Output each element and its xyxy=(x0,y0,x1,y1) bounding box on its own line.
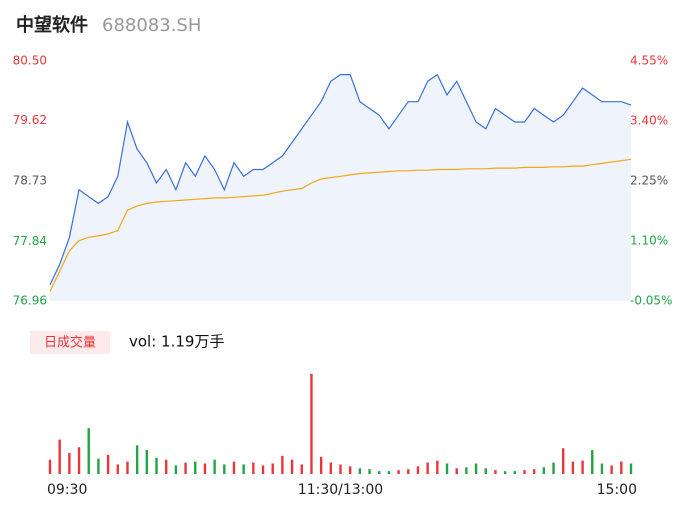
volume-bar xyxy=(368,469,371,474)
y-tick-label: 76.96 xyxy=(13,294,47,308)
volume-bar xyxy=(77,447,81,474)
volume-bar xyxy=(145,450,149,474)
volume-bar xyxy=(213,459,216,474)
line-average xyxy=(49,158,632,292)
y-tick-label: 77.84 xyxy=(13,234,47,248)
volume-bar xyxy=(252,462,255,474)
volume-bar xyxy=(242,464,245,474)
y2-tick-label: 1.10% xyxy=(630,234,668,248)
volume-bar xyxy=(300,464,303,474)
volume-bar xyxy=(610,465,613,474)
volume-bar xyxy=(581,460,584,474)
y-tick-label: 79.62 xyxy=(13,113,47,127)
volume-bar xyxy=(126,461,129,474)
volume-bar xyxy=(503,471,507,474)
volume-bar xyxy=(591,450,594,474)
volume-bar xyxy=(194,461,197,474)
volume-bar xyxy=(397,470,400,474)
y2-tick-label: 3.40% xyxy=(630,114,668,128)
subtitle: 688083.SH xyxy=(102,15,201,36)
x-tick-label: 11:30/13:00 xyxy=(298,482,383,498)
volume-bar xyxy=(562,448,565,474)
volume-bar xyxy=(455,468,458,474)
volume-bar xyxy=(290,459,294,474)
volume-bar xyxy=(542,467,546,474)
volume-bar xyxy=(465,467,468,474)
volume-bar xyxy=(310,373,313,474)
y2-tick-label: 4.55% xyxy=(630,54,668,68)
volume-bar xyxy=(87,428,90,474)
volume-bar xyxy=(629,463,633,474)
volume-bar xyxy=(494,470,497,474)
volume-bar xyxy=(358,468,362,474)
volume-bar xyxy=(58,439,61,474)
volume-bar xyxy=(387,471,391,474)
volume-bar xyxy=(445,463,449,474)
volume-bar xyxy=(378,471,381,474)
volume-bar xyxy=(407,469,410,474)
volume-bar xyxy=(155,457,158,474)
volume-bar xyxy=(436,460,439,474)
volume-bar xyxy=(261,465,265,474)
volume-bar xyxy=(97,458,100,474)
volume-bar xyxy=(106,454,110,474)
volume-bar xyxy=(474,463,478,474)
line-price xyxy=(49,73,632,285)
volume-bar xyxy=(552,462,555,474)
volume-bar xyxy=(348,466,352,474)
y2-tick-label: 2.25% xyxy=(630,174,668,188)
volume-bar xyxy=(339,464,342,474)
volume-bar xyxy=(116,464,119,474)
volume-bar xyxy=(329,462,333,474)
volume-badge xyxy=(30,331,110,354)
volume-bar xyxy=(532,469,536,474)
volume-bar xyxy=(165,459,168,474)
x-tick-label: 15:00 xyxy=(597,482,637,498)
y-tick-label: 80.50 xyxy=(13,54,47,68)
price-area xyxy=(50,74,631,301)
y-tick-label: 78.73 xyxy=(13,174,47,188)
volume-bar xyxy=(48,459,52,474)
volume-bar xyxy=(571,461,575,474)
volume-bar xyxy=(600,463,604,474)
volume-bar xyxy=(484,468,487,474)
title: 中望软件 xyxy=(16,14,88,36)
volume-bar xyxy=(426,462,429,474)
x-tick-label: 09:30 xyxy=(47,482,87,498)
volume-bar xyxy=(232,461,236,474)
volume-bar xyxy=(184,462,187,474)
volume-bar xyxy=(513,471,516,474)
volume-text: vol: 1.19万手 xyxy=(129,333,224,351)
volume-bar xyxy=(203,463,207,474)
volume-bar xyxy=(523,470,526,474)
volume-bar xyxy=(271,463,274,474)
volume-bar xyxy=(135,445,139,474)
volume-label: 日成交量 xyxy=(44,335,96,351)
y2-tick-label: -0.05% xyxy=(630,294,672,308)
volume-bar xyxy=(281,455,284,474)
volume-bar xyxy=(68,453,71,474)
volume-bar xyxy=(223,464,226,474)
volume-bar xyxy=(416,466,420,474)
volume-bar xyxy=(319,456,323,474)
volume-bar xyxy=(620,461,623,474)
volume-bar xyxy=(174,465,178,474)
